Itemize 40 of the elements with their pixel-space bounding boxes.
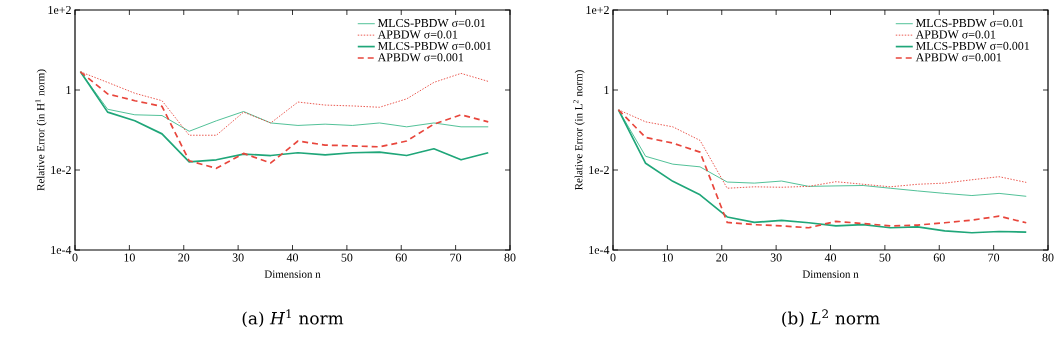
legend-label: MLCS-PBDW σ=0.01 <box>915 18 1024 28</box>
x-tick-label: 40 <box>824 253 837 262</box>
text: (a) H$^{1}$ norm <box>242 309 344 327</box>
legend-label: APBDW σ=0.01 <box>377 30 458 39</box>
x-tick-label: 70 <box>450 253 462 262</box>
x-tick-label: 10 <box>124 253 135 262</box>
y-tick-label: 1 <box>66 86 71 94</box>
x-tick-label: 0 <box>610 253 616 262</box>
y-tick-label: 1e-4 <box>51 246 72 254</box>
legend-label: APBDW σ=0.01 <box>915 30 996 39</box>
y-tick-label: 1e-4 <box>589 246 610 254</box>
x-tick-label: 30 <box>232 253 244 262</box>
x-tick-label: 60 <box>933 253 945 262</box>
legend-label: APBDW σ=0.001 <box>377 53 464 62</box>
y-tick-label: 1e-2 <box>51 165 71 175</box>
x-tick-label: 20 <box>716 253 728 262</box>
x-tick-label: 80 <box>1042 253 1054 262</box>
x-tick-label: 50 <box>879 253 891 262</box>
x-tick-label: 70 <box>988 253 1000 262</box>
x-tick-label: 40 <box>286 253 299 262</box>
y-tick-label: 1e+2 <box>48 5 71 15</box>
x-axis-title: Dimension n <box>264 270 321 278</box>
y-tick-label: 1e-2 <box>589 165 609 175</box>
x-axis-title: Dimension n <box>802 270 859 278</box>
x-tick-label: 60 <box>395 253 407 262</box>
legend-label: APBDW σ=0.001 <box>915 53 1002 62</box>
legend-label: MLCS-PBDW σ=0.001 <box>377 41 492 50</box>
x-tick-label: 20 <box>178 253 190 262</box>
y-tick-label: 1 <box>604 86 609 94</box>
x-tick-label: 10 <box>662 253 673 262</box>
x-tick-label: 80 <box>504 253 516 262</box>
y-tick-label: 1e+2 <box>586 5 609 15</box>
y-axis-title: Relative Error (in L$^{2}$ norm) <box>573 70 585 190</box>
x-tick-label: 50 <box>341 253 353 262</box>
y-axis-title: Relative Error (in H$^{1}$ norm) <box>35 69 47 191</box>
legend-label: MLCS-PBDW σ=0.001 <box>915 41 1030 50</box>
legend-label: MLCS-PBDW σ=0.01 <box>377 18 486 28</box>
text: (b) L$^{2}$ norm <box>782 309 880 327</box>
x-tick-label: 30 <box>770 253 782 262</box>
x-tick-label: 0 <box>72 253 78 262</box>
